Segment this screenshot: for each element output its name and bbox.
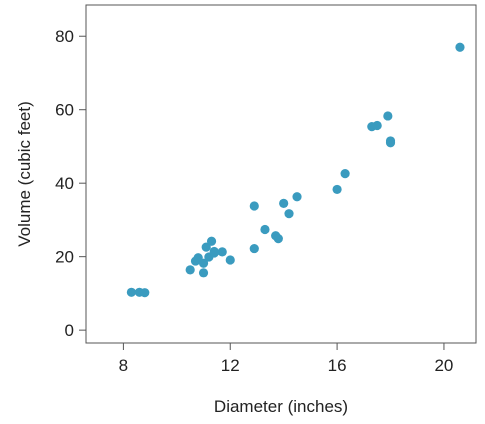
x-tick-label: 12 <box>221 356 240 375</box>
data-point <box>385 138 396 148</box>
data-point <box>198 268 209 278</box>
data-point <box>332 184 342 195</box>
data-point <box>383 111 393 121</box>
x-axis: 8 12 16 20 <box>119 343 453 375</box>
data-point <box>292 192 302 202</box>
y-tick-label: 60 <box>55 101 74 120</box>
data-point <box>126 287 137 297</box>
data-point <box>284 209 294 219</box>
data-point <box>140 288 150 298</box>
data-point <box>225 255 235 265</box>
data-point <box>217 247 227 257</box>
data-point <box>372 120 382 131</box>
plot-frame <box>85 4 477 344</box>
x-tick-label: 16 <box>328 356 347 375</box>
data-point <box>340 169 350 179</box>
data-point <box>273 234 283 244</box>
data-point <box>209 246 219 257</box>
data-point <box>198 258 209 268</box>
data-point <box>206 236 217 246</box>
y-tick-label: 80 <box>55 27 74 46</box>
x-tick-label: 8 <box>119 356 128 375</box>
data-point <box>249 243 259 254</box>
y-axis: 0 20 40 60 80 <box>55 27 86 340</box>
y-tick-label: 0 <box>65 321 74 340</box>
y-axis-title: Volume (cubic feet) <box>15 101 34 247</box>
y-tick-label: 20 <box>55 248 74 267</box>
x-axis-title: Diameter (inches) <box>214 397 348 416</box>
data-point <box>260 224 270 235</box>
data-point <box>279 198 289 208</box>
data-points <box>126 42 465 298</box>
data-point <box>455 42 465 52</box>
x-tick-label: 20 <box>434 356 453 375</box>
y-tick-label: 40 <box>55 174 74 193</box>
data-point <box>201 242 211 252</box>
data-point <box>249 201 259 211</box>
data-point <box>185 265 195 275</box>
